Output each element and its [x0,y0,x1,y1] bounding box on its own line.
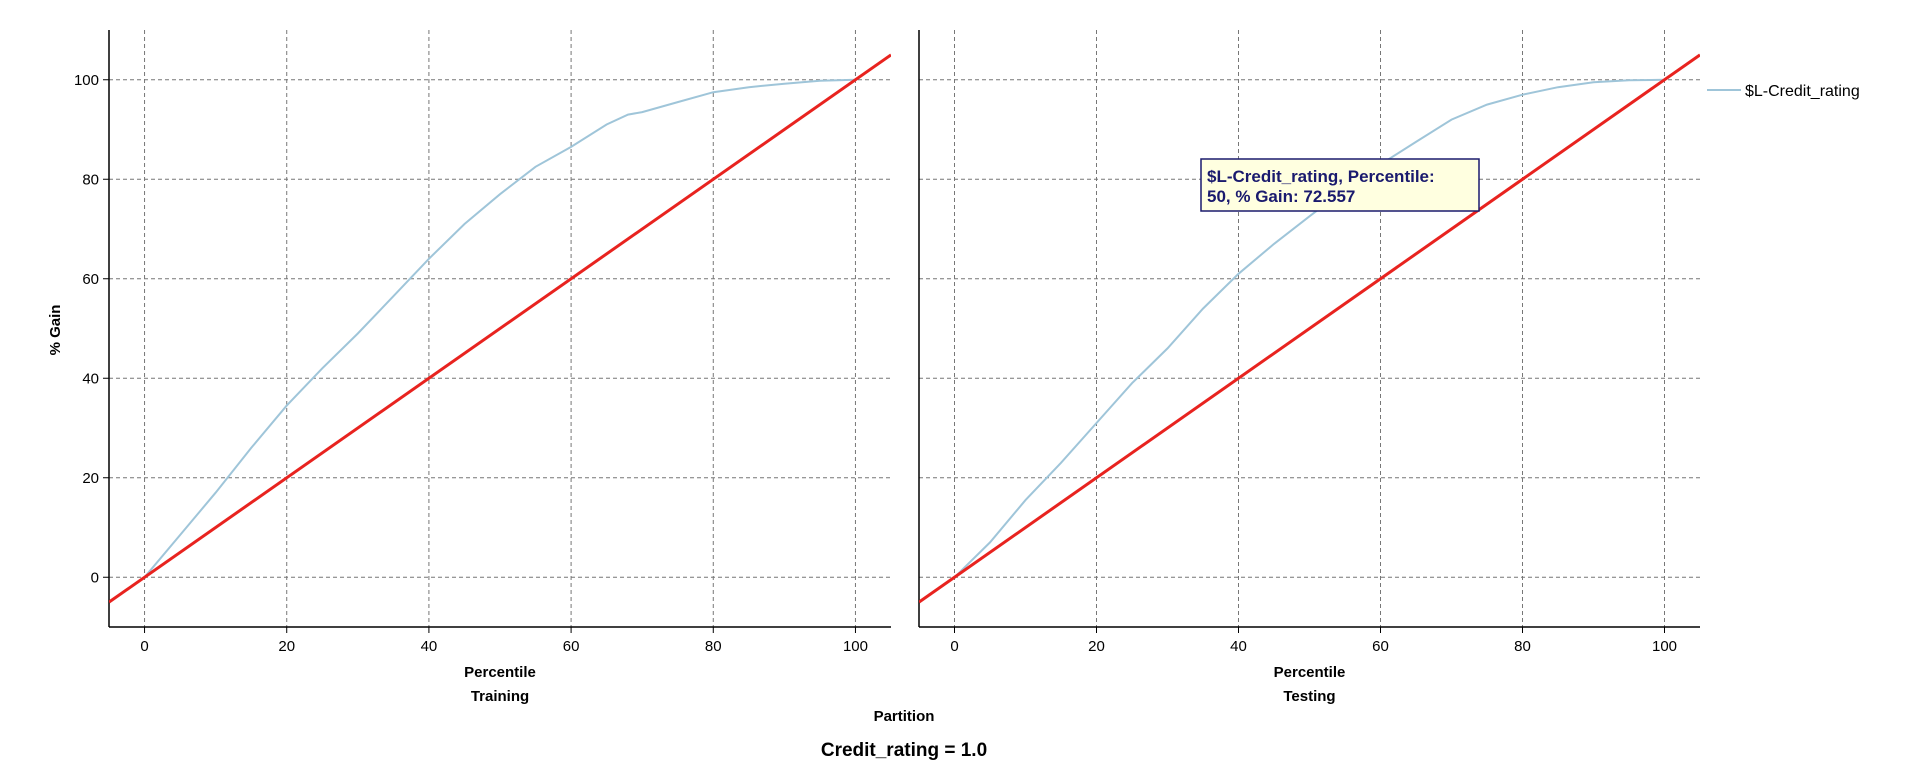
panels-layer: 0 20 40 60 80 100 0 20 40 60 80 100 Percentile Traini… [74,30,1700,705]
x-tick-label: 60 [1372,638,1389,655]
y-tick-label: 60 [82,271,99,288]
x-tick-label: 80 [1514,638,1531,655]
x-tick-label: 80 [705,638,722,655]
x-tick-label: 40 [1230,638,1247,655]
x-tick-label: 40 [421,638,438,655]
series-line-gain [143,78,856,578]
x-tick-label: 20 [1088,638,1105,655]
data-tooltip: $L-Credit_rating, Percentile: 50, % Gain… [1200,158,1480,212]
baseline-line [919,53,1700,604]
x-tick-label: 100 [1652,638,1677,655]
y-tick-label: 0 [91,569,99,586]
y-tick-label: 40 [82,370,99,387]
panel-label: Testing [1283,688,1335,705]
legend-label: $L-Credit_rating [1745,83,1860,100]
y-axis-title: % Gain [47,305,64,356]
x-tick-label: 0 [950,638,958,655]
x-axis-title: Percentile [1274,664,1346,681]
series-line-gain [953,78,1665,579]
baseline-line [109,53,891,604]
x-tick-label: 20 [278,638,295,655]
x-tick-label: 60 [563,638,580,655]
tooltip-line-2: 50, % Gain: 72.557 [1207,187,1355,206]
tooltip-line-1: $L-Credit_rating, Percentile: [1207,167,1435,186]
legend[interactable]: $L-Credit_rating [1707,83,1860,100]
y-tick-label: 80 [82,171,99,188]
x-tick-label: 100 [843,638,868,655]
panel-testing: 0 20 40 60 80 100 Percentile Testing [918,30,1700,705]
panel-training: 0 20 40 60 80 100 0 20 40 60 80 100 Percentile Traini… [74,30,891,705]
footer-label: Credit_rating = 1.0 [821,740,987,761]
y-tick-label: 100 [74,72,99,89]
panel-label: Training [471,688,529,705]
x-tick-label: 0 [140,638,148,655]
tooltip-box [1200,158,1480,212]
x-axis-title: Percentile [464,664,536,681]
group-axis-title: Partition [874,708,935,725]
y-tick-label: 20 [82,470,99,487]
